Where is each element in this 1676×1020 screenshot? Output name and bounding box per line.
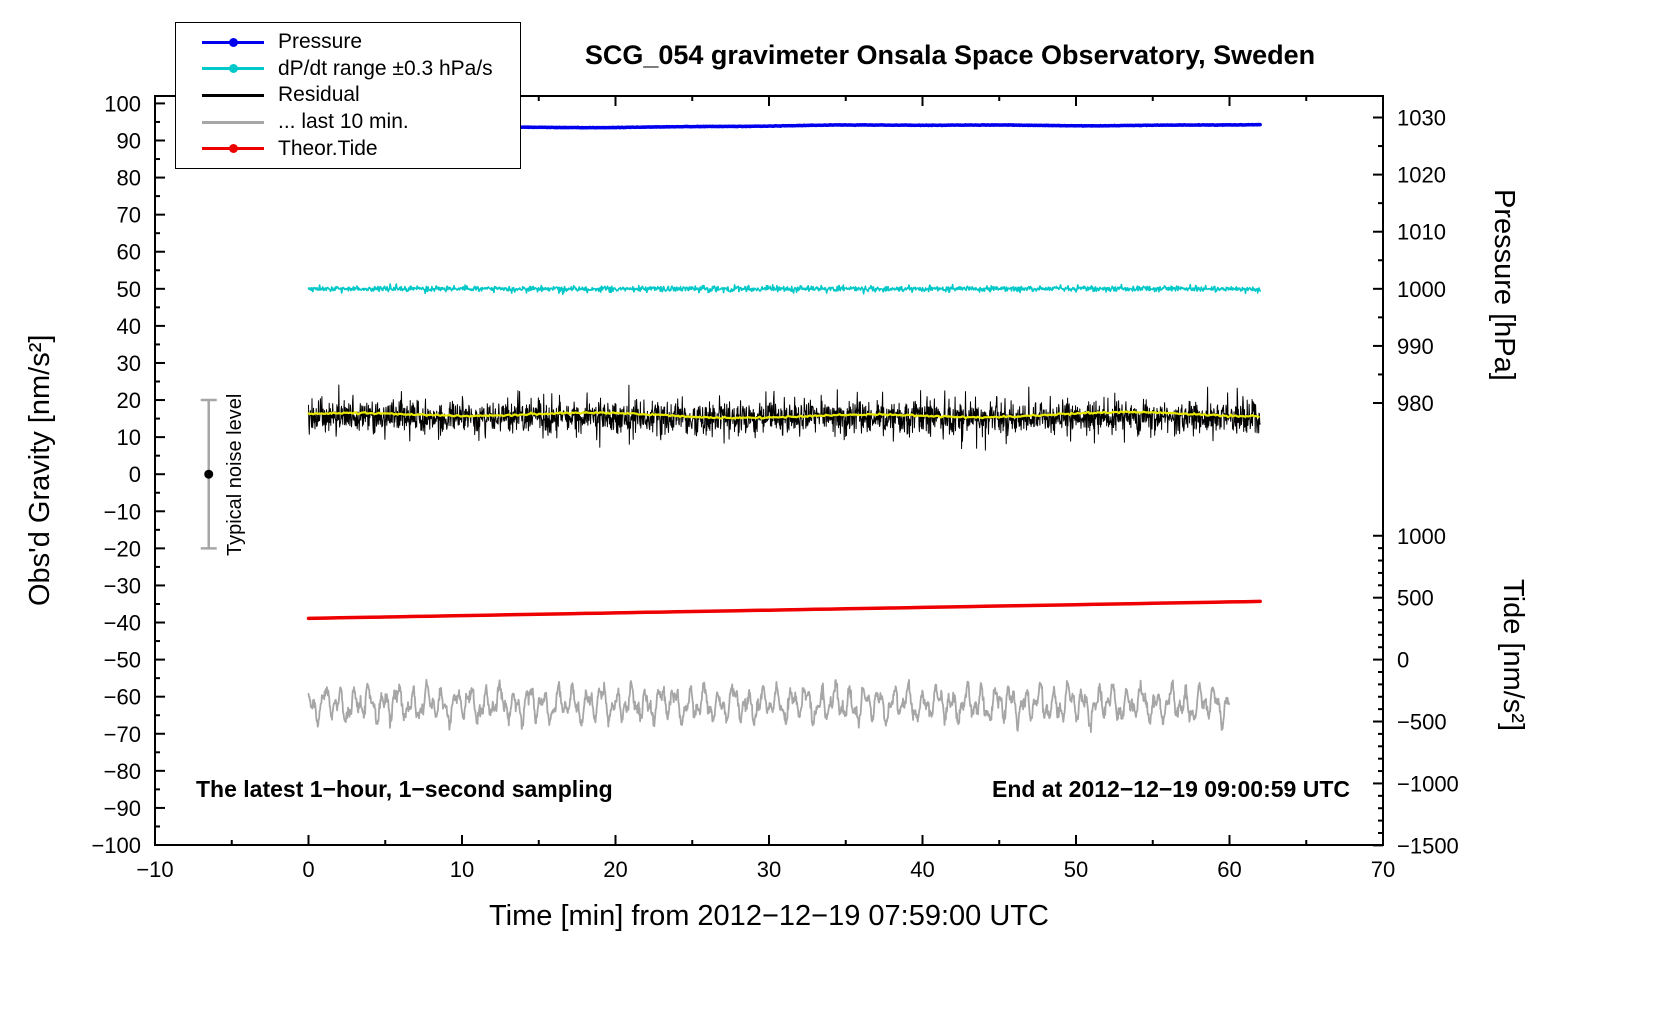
tide-tick-label: −1000 (1397, 771, 1459, 796)
y-tick-label: −100 (91, 833, 141, 858)
legend-item-3: ... last 10 min. (202, 110, 514, 134)
y-tick-label: −40 (104, 611, 141, 636)
x-tick-label: 40 (910, 857, 934, 882)
pressure-tick-label: 1030 (1397, 106, 1446, 131)
y-tick-label: −80 (104, 759, 141, 784)
noise-level-label: Typical noise level (224, 393, 246, 557)
legend-line-swatch (202, 37, 264, 47)
legend-item-2: Residual (202, 83, 514, 107)
y-tick-label: 50 (117, 277, 141, 302)
y-tick-label: −50 (104, 648, 141, 673)
legend-item-label: Pressure (278, 30, 363, 54)
legend-item-1: dP/dt range ±0.3 hPa/s (202, 57, 514, 81)
pressure-tick-label: 980 (1397, 391, 1434, 416)
x-tick-label: 0 (302, 857, 314, 882)
pressure-tick-label: 990 (1397, 334, 1434, 359)
legend-item-label: Residual (278, 83, 360, 107)
y-tick-label: 20 (117, 388, 141, 413)
y-tick-label: 70 (117, 203, 141, 228)
x-tick-label: 10 (450, 857, 474, 882)
tide-tick-label: −500 (1397, 710, 1447, 735)
series-dp-dt-range-0-3-hpa-s (307, 283, 1261, 296)
y-tick-label: −10 (104, 499, 141, 524)
x-tick-label: 30 (757, 857, 781, 882)
x-tick-label: 20 (603, 857, 627, 882)
y-tick-label: 90 (117, 128, 141, 153)
tide-tick-label: 500 (1397, 586, 1434, 611)
x-tick-label: 70 (1371, 857, 1395, 882)
legend-item-4: Theor.Tide (202, 137, 514, 161)
plot-frame (154, 95, 1384, 846)
pressure-tick-label: 1000 (1397, 277, 1446, 302)
y-tick-label: 40 (117, 314, 141, 339)
tide-tick-label: 0 (1397, 648, 1409, 673)
pressure-tick-label: 1020 (1397, 163, 1446, 188)
y-tick-label: −90 (104, 796, 141, 821)
tide-tick-label: 1000 (1397, 524, 1446, 549)
x-tick-label: 50 (1064, 857, 1088, 882)
series-theor-tide (306, 599, 1262, 621)
tick-labels-group: −10 0 10 20 30 40 50 60 701009080706050403020100… (91, 91, 1458, 882)
x-tick-label: 60 (1217, 857, 1241, 882)
y-tick-label: 80 (117, 166, 141, 191)
legend-line-swatch (202, 64, 264, 74)
y-tick-label: −20 (104, 536, 141, 561)
legend-item-0: Pressure (202, 30, 514, 54)
legend-dot-marker (229, 144, 238, 154)
legend-line-swatch (202, 144, 264, 154)
end-time-note: End at 2012−12−19 09:00:59 UTC (992, 776, 1350, 802)
y-tick-label: 30 (117, 351, 141, 376)
legend-item-label: dP/dt range ±0.3 hPa/s (278, 56, 493, 80)
series-residual-low-pass (307, 410, 1260, 420)
sampling-note: The latest 1−hour, 1−second sampling (196, 776, 613, 802)
y-tick-label: 60 (117, 240, 141, 265)
y-axis-label-gravity: Obs'd Gravity [nm/s²] (24, 334, 56, 607)
y-tick-label: 0 (129, 462, 141, 487)
x-axis-label: Time [min] from 2012−12−19 07:59:00 UTC (489, 900, 1049, 932)
y-tick-label: −30 (104, 573, 141, 598)
legend-item-label: ... last 10 min. (278, 110, 409, 134)
legend-box: Pressure dP/dt range ±0.3 hPa/s Residual..… (175, 22, 521, 169)
x-tick-label: −10 (136, 857, 173, 882)
tide-tick-label: −1500 (1397, 833, 1459, 858)
y-tick-label: 100 (104, 91, 141, 116)
y-tick-label: −60 (104, 685, 141, 710)
y-axis-label-tide: Tide [nm/s²] (1497, 578, 1529, 731)
noise-dot (204, 469, 214, 479)
legend-line-swatch (202, 93, 264, 97)
noise-marker-group (200, 398, 217, 550)
series-group (306, 122, 1262, 733)
legend-dot-marker (229, 64, 238, 74)
y-tick-label: −70 (104, 722, 141, 747)
series--last-10-min- (307, 678, 1230, 733)
chart-title: SCG_054 gravimeter Onsala Space Observat… (584, 40, 1316, 70)
y-axis-label-pressure: Pressure [hPa] (1488, 189, 1520, 381)
legend-line-swatch (202, 120, 264, 124)
axes-frame-group (154, 95, 1384, 847)
legend-dot-marker (229, 37, 238, 47)
pressure-tick-label: 1010 (1397, 220, 1446, 245)
y-tick-label: 10 (117, 425, 141, 450)
legend-item-label: Theor.Tide (278, 136, 378, 160)
